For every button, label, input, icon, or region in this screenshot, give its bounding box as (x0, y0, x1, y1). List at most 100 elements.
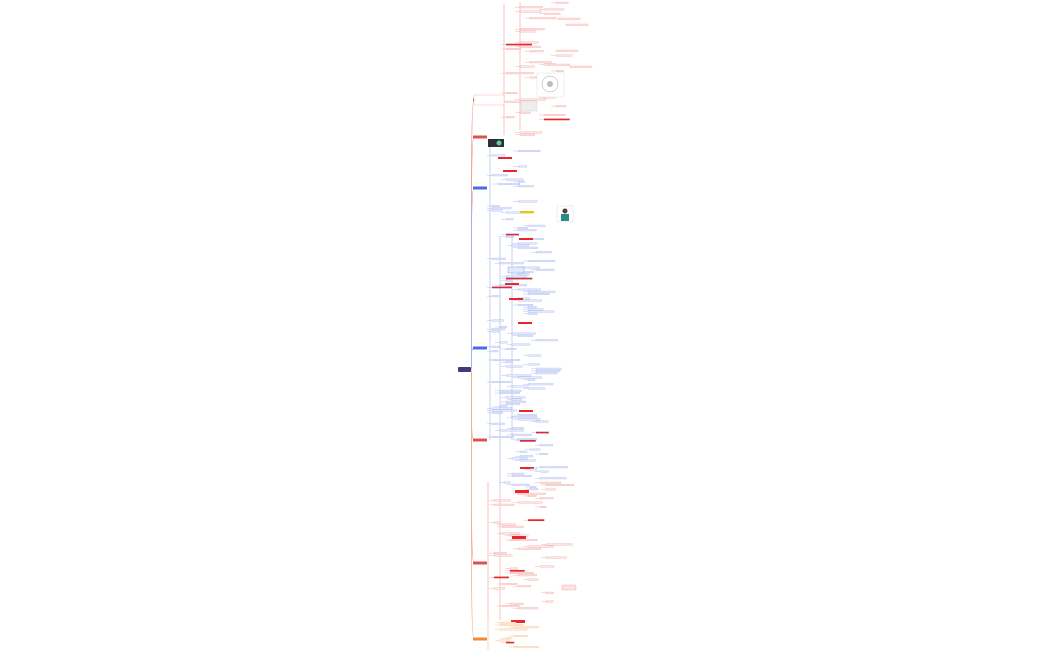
dark-thumbnail-image (488, 139, 504, 147)
highlight-node (518, 322, 532, 324)
leaf-node (511, 385, 529, 388)
leaf-node (509, 569, 525, 572)
leaf-node (527, 578, 539, 581)
leaf-node (539, 453, 548, 455)
leaf-node (491, 359, 520, 361)
leaf-node (491, 295, 500, 298)
leaf-node (509, 539, 538, 541)
leaf-node (517, 185, 534, 188)
leaf-node (499, 639, 510, 642)
leaf-node (499, 429, 524, 432)
leaf-node (499, 392, 520, 394)
leaf-node (539, 481, 561, 484)
legend-box (473, 94, 505, 106)
leaf-node (529, 468, 538, 471)
leaf-node (527, 383, 554, 386)
highlight-node (519, 238, 533, 240)
leaf-node (529, 448, 541, 451)
leaf-node (519, 28, 545, 31)
leaf-node (543, 8, 565, 11)
leaf-node (545, 484, 575, 486)
leaf-node (529, 486, 537, 488)
leaf-node (491, 345, 500, 348)
leaf-node (505, 637, 513, 640)
leaf-node (511, 398, 522, 401)
circular-diagram-core (547, 81, 553, 87)
leaf-node (491, 350, 499, 353)
leaf-node (539, 565, 555, 568)
leaf-node (499, 341, 508, 344)
leaf-node (527, 354, 542, 357)
leaf-node (513, 635, 529, 637)
leaf-node (501, 605, 520, 607)
branch-node (473, 135, 487, 139)
leaf-node (527, 260, 556, 262)
leaf-node (499, 389, 522, 392)
leaf-node (511, 244, 529, 247)
branch-node (473, 561, 487, 565)
leaf-node (491, 422, 505, 425)
leaf-node (527, 519, 545, 522)
branch-connector (470, 368, 475, 640)
leaf-node (511, 472, 525, 475)
branch-node (473, 438, 487, 442)
branch-node (473, 346, 487, 350)
leaf-node (555, 49, 579, 52)
leaf-node (535, 372, 558, 375)
leaf-node (519, 133, 535, 136)
leaf-node (517, 574, 537, 577)
leaf-node (569, 65, 593, 68)
leaf-node (505, 72, 534, 75)
leaf-node (493, 554, 513, 557)
leaf-node (519, 450, 528, 453)
leaf-node (491, 207, 512, 210)
leaf-node (517, 242, 537, 245)
leaf-node (517, 414, 537, 416)
leaf-node (491, 436, 514, 438)
leaf-node (527, 224, 546, 227)
leaf-node (527, 290, 556, 293)
person-photo-body (561, 214, 569, 221)
leaf-node (517, 376, 543, 379)
leaf-node (511, 427, 524, 430)
leaf-node (491, 154, 505, 157)
branch-node (473, 186, 487, 190)
highlight-node (509, 298, 523, 300)
leaf-node (545, 543, 573, 546)
leaf-node (539, 506, 547, 508)
leaf-node (543, 114, 566, 116)
leaf-node (511, 416, 538, 419)
leaf-node (527, 495, 537, 497)
branch-connector (470, 187, 475, 370)
leaf-node (507, 266, 525, 274)
leaf-node (491, 328, 506, 331)
leaf-node (535, 420, 549, 423)
leaf-node (557, 17, 581, 20)
circular-diagram-ring (541, 75, 559, 93)
highlight-node (511, 620, 525, 623)
leaf-node (509, 572, 534, 574)
leaf-node (517, 288, 541, 291)
leaf-node (511, 475, 532, 477)
leaf-node (493, 521, 502, 524)
leaf-node (519, 41, 539, 44)
leaf-node (505, 279, 513, 282)
leaf-node (519, 455, 534, 458)
leaf-node (505, 400, 527, 403)
leaf-node (529, 61, 552, 64)
leaf-node (517, 438, 537, 441)
leaf-node (547, 63, 571, 66)
leaf-node (517, 180, 525, 183)
leaf-node (505, 374, 532, 377)
leaf-node (545, 488, 556, 491)
leaf-node (505, 92, 518, 94)
root-node[interactable] (458, 367, 471, 372)
leaf-node (529, 17, 557, 20)
leaf-node (493, 576, 509, 579)
leaf-node (491, 409, 517, 412)
leaf-node (527, 312, 538, 315)
highlight-node (512, 536, 526, 539)
leaf-node (545, 556, 567, 559)
leaf-node (527, 306, 537, 309)
